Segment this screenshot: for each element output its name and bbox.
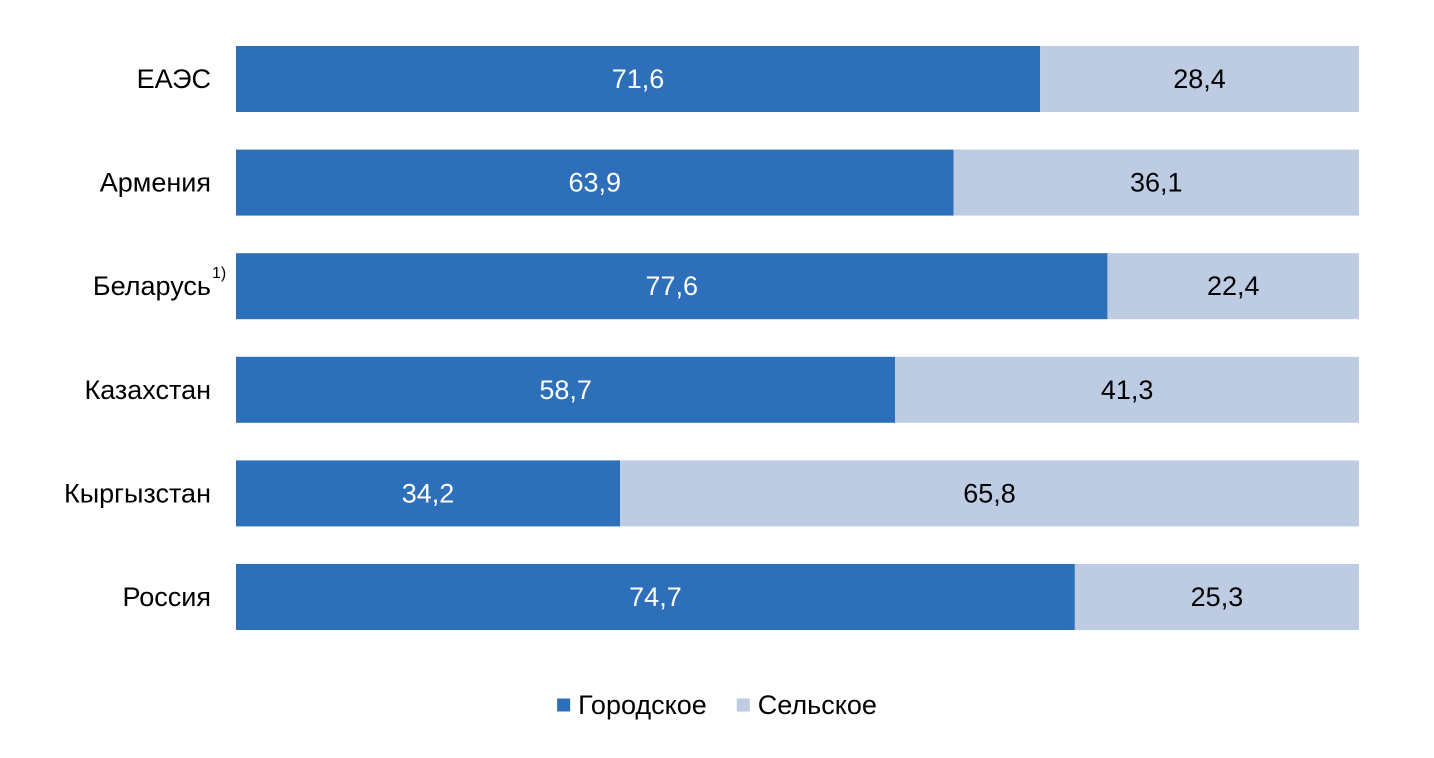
rural-bar-segment <box>1040 46 1359 112</box>
rural-bar-segment <box>620 460 1359 527</box>
bar-row: Россия 74,7 25,3 <box>122 564 1359 630</box>
bar-row: ЕАЭС 71,6 28,4 <box>137 46 1359 112</box>
urban-value-label: 63,9 <box>569 168 622 198</box>
rural-bar-segment <box>1107 253 1359 320</box>
bar-row: Казахстан 58,7 41,3 <box>84 356 1359 423</box>
bar-row: Беларусь 1) 77,6 22,4 <box>93 253 1359 320</box>
category-label: Кыргызстан <box>64 478 211 508</box>
urban-bar-segment <box>236 564 1075 630</box>
urban-bar-segment <box>236 46 1041 112</box>
rural-value-label: 65,8 <box>963 478 1016 508</box>
rural-value-label: 22,4 <box>1207 271 1260 301</box>
urban-value-label: 74,7 <box>629 582 682 612</box>
rural-value-label: 28,4 <box>1173 64 1226 94</box>
urban-value-label: 77,6 <box>645 271 698 301</box>
bar-row: Армения 63,9 36,1 <box>100 149 1359 216</box>
category-label: Казахстан <box>84 375 211 405</box>
rural-bar-segment <box>1074 564 1359 630</box>
legend: Городское Сельское <box>557 690 877 720</box>
legend-swatch-urban <box>557 698 571 712</box>
urban-value-label: 34,2 <box>402 478 455 508</box>
rural-bar-segment <box>953 149 1359 216</box>
category-label: Армения <box>100 168 211 198</box>
urban-value-label: 71,6 <box>612 64 665 94</box>
bar-row: Кыргызстан 34,2 65,8 <box>64 460 1359 527</box>
urban-bar-segment <box>236 356 896 423</box>
category-footnote: 1) <box>212 265 226 282</box>
rural-value-label: 41,3 <box>1101 375 1154 405</box>
urban-bar-segment <box>236 253 1108 320</box>
urban-bar-segment <box>236 149 954 216</box>
urban-bar-segment <box>236 460 621 527</box>
category-label: Беларусь <box>93 271 211 301</box>
rural-bar-segment <box>895 356 1359 423</box>
category-label: ЕАЭС <box>137 64 211 94</box>
category-label: Россия <box>122 582 211 612</box>
legend-swatch-rural <box>736 698 750 712</box>
legend-label-rural: Сельское <box>758 690 877 720</box>
legend-label-urban: Городское <box>578 690 707 720</box>
urban-value-label: 58,7 <box>539 375 592 405</box>
rural-value-label: 25,3 <box>1191 582 1244 612</box>
rural-value-label: 36,1 <box>1130 168 1183 198</box>
